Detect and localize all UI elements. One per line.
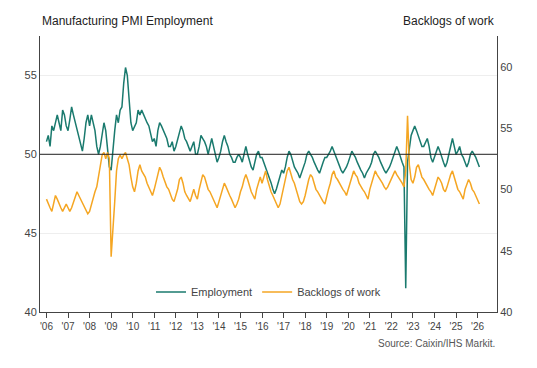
svg-text:55: 55 (25, 69, 37, 81)
svg-text:50: 50 (500, 183, 512, 195)
svg-text:Employment: Employment (191, 286, 252, 298)
svg-text:'08: '08 (83, 321, 96, 332)
svg-text:40: 40 (25, 306, 37, 318)
svg-text:'11: '11 (148, 321, 161, 332)
svg-text:'09: '09 (105, 321, 118, 332)
svg-text:'06: '06 (40, 321, 53, 332)
svg-text:'24: '24 (428, 321, 441, 332)
svg-text:'22: '22 (385, 321, 398, 332)
svg-text:'12: '12 (169, 321, 182, 332)
svg-text:'14: '14 (212, 321, 225, 332)
svg-text:'18: '18 (299, 321, 312, 332)
svg-text:'21: '21 (363, 321, 376, 332)
svg-text:'25: '25 (450, 321, 463, 332)
svg-text:'13: '13 (191, 321, 204, 332)
svg-text:'20: '20 (342, 321, 355, 332)
svg-text:Backlogs of work: Backlogs of work (403, 14, 495, 28)
svg-text:'19: '19 (320, 321, 333, 332)
svg-text:50: 50 (25, 148, 37, 160)
svg-text:Manufacturing PMI Employment: Manufacturing PMI Employment (42, 14, 213, 28)
svg-text:Backlogs of work: Backlogs of work (297, 286, 381, 298)
svg-text:'17: '17 (277, 321, 290, 332)
svg-text:'07: '07 (61, 321, 74, 332)
svg-text:60: 60 (500, 61, 512, 73)
svg-text:'15: '15 (234, 321, 247, 332)
svg-text:'16: '16 (256, 321, 269, 332)
svg-text:'26: '26 (471, 321, 484, 332)
svg-text:45: 45 (500, 245, 512, 257)
svg-text:'10: '10 (126, 321, 139, 332)
svg-text:40: 40 (500, 306, 512, 318)
svg-text:Source: Caixin/IHS Markit.: Source: Caixin/IHS Markit. (378, 338, 495, 349)
svg-text:'23: '23 (406, 321, 419, 332)
svg-text:45: 45 (25, 227, 37, 239)
svg-text:55: 55 (500, 122, 512, 134)
